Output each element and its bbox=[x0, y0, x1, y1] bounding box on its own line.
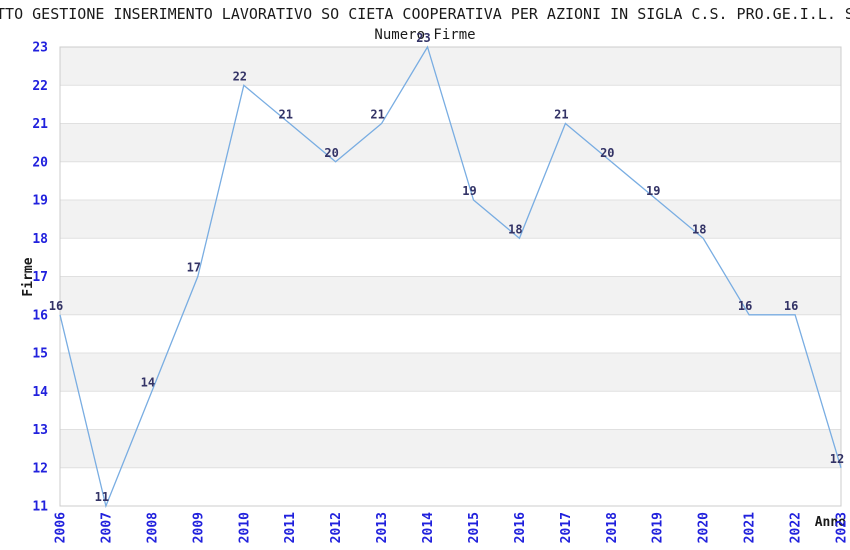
y-tick-label: 20 bbox=[32, 155, 48, 170]
data-point-label: 19 bbox=[462, 184, 476, 198]
x-tick-label: 2009 bbox=[191, 512, 206, 543]
series-line bbox=[59, 45, 842, 509]
grid-band bbox=[60, 47, 841, 86]
y-tick-label: 14 bbox=[32, 385, 48, 400]
x-tick-label: 2011 bbox=[283, 512, 298, 543]
x-tick-label: 2014 bbox=[421, 512, 436, 543]
y-tick-label: 16 bbox=[32, 308, 48, 323]
x-tick-label: 2015 bbox=[467, 512, 482, 543]
data-point-label: 21 bbox=[278, 108, 292, 122]
data-point-label: 20 bbox=[600, 146, 614, 160]
y-tick-label: 13 bbox=[32, 423, 48, 438]
data-point-label: 16 bbox=[784, 299, 798, 313]
data-point-label: 21 bbox=[554, 108, 568, 122]
y-tick-label: 18 bbox=[32, 232, 48, 247]
data-point-label: 21 bbox=[370, 108, 384, 122]
y-tick-label: 17 bbox=[32, 270, 48, 285]
data-point-label: 17 bbox=[187, 261, 201, 275]
data-point-label: 14 bbox=[141, 375, 155, 389]
data-point-label: 18 bbox=[508, 222, 522, 236]
y-tick-label: 12 bbox=[32, 461, 48, 476]
x-tick-label: 2017 bbox=[559, 512, 574, 543]
x-tick-label: 2022 bbox=[789, 512, 804, 543]
x-tick-label: 2006 bbox=[54, 512, 69, 543]
x-tick-label: 2018 bbox=[605, 512, 620, 543]
y-tick-label: 15 bbox=[32, 347, 48, 362]
data-point-label: 22 bbox=[233, 69, 247, 83]
data-point-label: 23 bbox=[416, 31, 430, 45]
grid-band bbox=[60, 200, 841, 239]
data-point-label: 18 bbox=[692, 222, 706, 236]
grid-band bbox=[60, 429, 841, 468]
x-tick-label: 2010 bbox=[237, 512, 252, 543]
y-tick-label: 19 bbox=[32, 194, 48, 209]
x-axis-title: Anno bbox=[814, 515, 846, 530]
y-tick-label: 21 bbox=[32, 117, 48, 132]
x-tick-label: 2012 bbox=[329, 512, 344, 543]
x-tick-label: 2021 bbox=[743, 512, 758, 543]
x-tick-label: 2007 bbox=[99, 512, 114, 543]
y-tick-label: 23 bbox=[32, 41, 48, 56]
x-tick-label: 2008 bbox=[145, 512, 160, 543]
chart-subtitle: Numero Firme bbox=[374, 27, 476, 43]
data-point-label: 16 bbox=[49, 299, 63, 313]
x-tick-label: 2019 bbox=[651, 512, 666, 543]
data-point-label: 16 bbox=[738, 299, 752, 313]
y-tick-label: 11 bbox=[32, 500, 48, 515]
x-tick-label: 2016 bbox=[513, 512, 528, 543]
data-point-label: 20 bbox=[324, 146, 338, 160]
grid-band bbox=[60, 123, 841, 162]
chart-title: TTO GESTIONE INSERIMENTO LAVORATIVO SO C… bbox=[0, 5, 850, 23]
y-tick-label: 22 bbox=[32, 79, 48, 94]
grid-band bbox=[60, 353, 841, 392]
x-tick-label: 2020 bbox=[697, 512, 712, 543]
grid-band bbox=[60, 276, 841, 315]
plot-border bbox=[59, 46, 842, 507]
data-point-label: 12 bbox=[830, 452, 844, 466]
data-point-label: 19 bbox=[646, 184, 660, 198]
x-tick-label: 2023 bbox=[835, 512, 850, 543]
data-point-label: 11 bbox=[95, 490, 109, 504]
x-tick-label: 2013 bbox=[375, 512, 390, 543]
